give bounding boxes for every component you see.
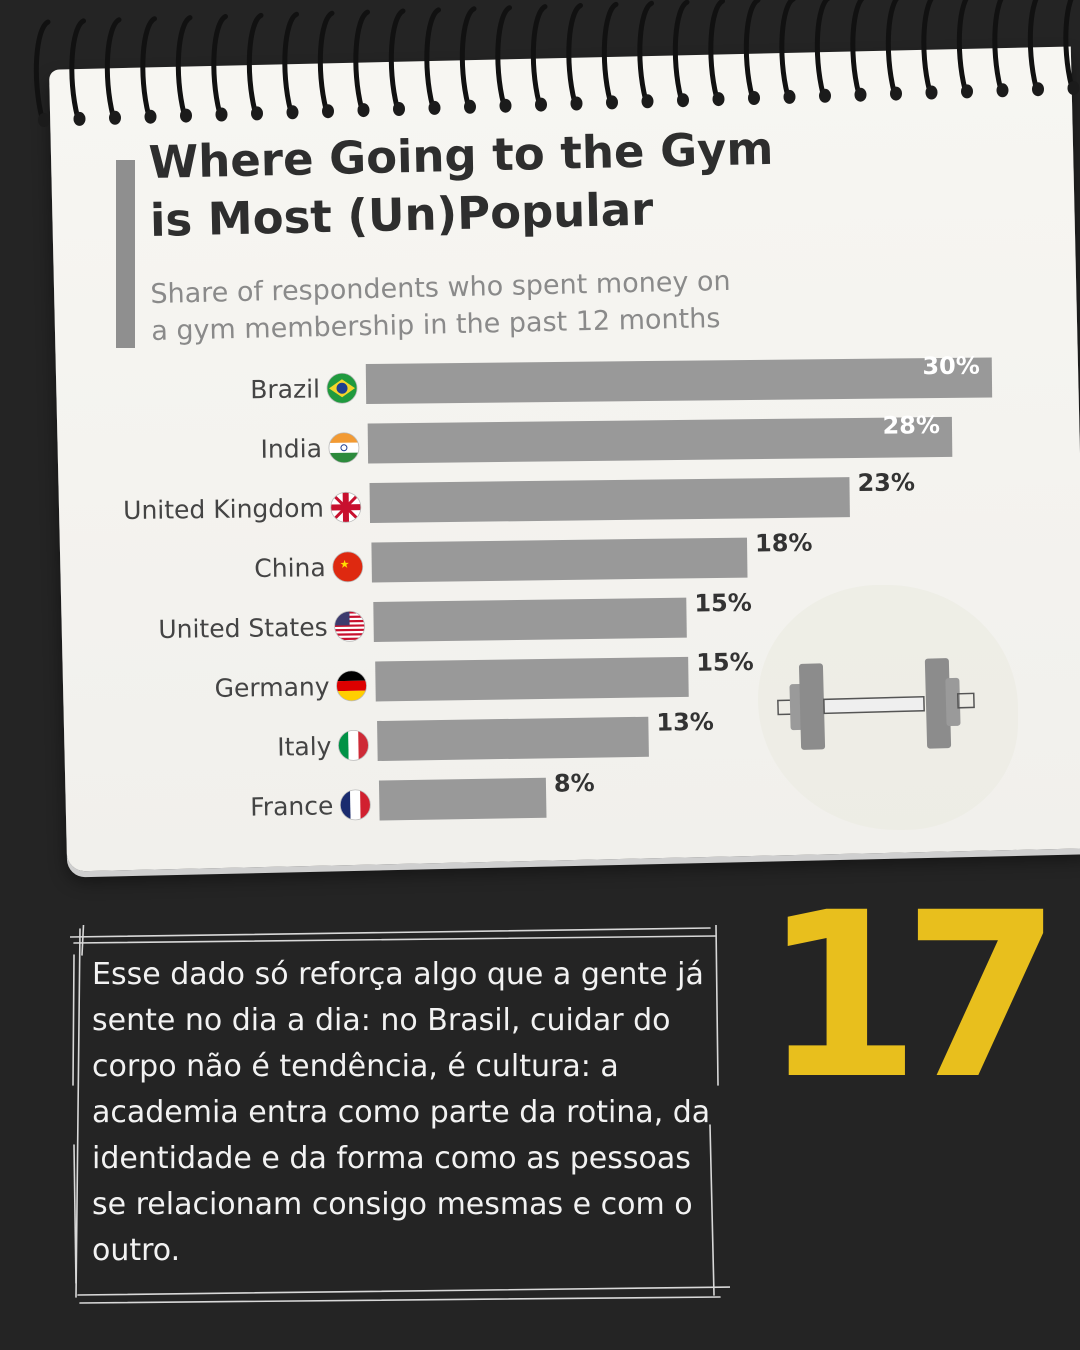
spiral-ring-icon xyxy=(992,0,1009,98)
spiral-ring-icon xyxy=(69,18,86,126)
italy-flag-icon xyxy=(338,729,369,761)
data-label: 30% xyxy=(922,352,980,381)
chart-row: China ★ 18% xyxy=(254,529,813,583)
chart-row: United States 15% xyxy=(158,589,752,644)
spiral-ring-icon xyxy=(459,6,477,114)
sketch-frame xyxy=(70,925,730,1304)
bar xyxy=(375,656,689,702)
spiral-ring-icon xyxy=(1027,0,1044,97)
chart-row: Italy 13% xyxy=(277,708,714,762)
spiral-ring-icon xyxy=(175,15,193,123)
chart-row: France 8% xyxy=(250,769,595,822)
spiral-ring-icon xyxy=(956,0,973,99)
spiral-ring-icon xyxy=(885,0,902,101)
spiral-ring-icon xyxy=(921,0,938,100)
data-label: 8% xyxy=(554,769,595,798)
brazil-flag-icon xyxy=(326,372,358,404)
category-label: Germany xyxy=(214,672,330,703)
bar-chart: Brazil 30% India 28% United Kingdom 23% China ★… xyxy=(123,352,993,822)
dumbbell-icon xyxy=(777,658,975,750)
spiral-ring-icon xyxy=(814,0,831,103)
spiral-ring-icon xyxy=(211,14,228,122)
spiral-ring-icon xyxy=(708,0,725,107)
category-label: United Kingdom xyxy=(123,494,324,525)
page-number: 17 xyxy=(762,863,1061,1129)
bar xyxy=(377,716,649,761)
germany-flag-icon xyxy=(336,670,367,702)
category-label: Brazil xyxy=(250,374,320,404)
spiral-ring-icon xyxy=(282,11,299,120)
chart-row: Germany 15% xyxy=(214,648,754,703)
spiral-ring-icon xyxy=(495,5,512,113)
spiral-ring-icon xyxy=(637,0,654,109)
category-label: Italy xyxy=(277,732,332,762)
usa-flag-icon xyxy=(334,610,366,642)
spiral-ring-icon xyxy=(317,10,335,119)
spiral-ring-icon xyxy=(672,0,690,108)
data-label: 28% xyxy=(882,411,940,440)
bar xyxy=(365,357,993,404)
bar xyxy=(371,537,748,583)
spiral-ring-icon xyxy=(530,4,548,112)
title-accent-bar xyxy=(116,160,135,348)
chart-row: United Kingdom 23% xyxy=(123,468,915,525)
category-label: India xyxy=(260,434,322,464)
spiral-ring-icon xyxy=(140,16,157,124)
category-label: United States xyxy=(158,613,328,644)
chart-row: India 28% xyxy=(260,411,953,464)
data-label: 18% xyxy=(755,529,813,558)
spiral-binding-icon xyxy=(33,0,1080,127)
data-label: 15% xyxy=(694,589,752,618)
spiral-ring-icon xyxy=(779,0,796,104)
data-label: 13% xyxy=(656,708,714,737)
svg-text:★: ★ xyxy=(340,558,350,571)
category-label: China xyxy=(254,553,326,583)
spiral-ring-icon xyxy=(566,3,583,111)
china-flag-icon: ★ xyxy=(332,551,364,583)
chart-row: Brazil 30% xyxy=(250,352,993,404)
spiral-ring-icon xyxy=(246,12,264,121)
commentary-text: Esse dado só reforça algo que a gente já… xyxy=(92,957,711,1268)
category-label: France xyxy=(250,791,334,821)
bar xyxy=(378,777,547,821)
spiral-ring-icon xyxy=(743,0,761,105)
bar xyxy=(369,477,850,523)
spiral-ring-icon xyxy=(104,17,122,125)
spiral-ring-icon xyxy=(1063,0,1080,96)
spiral-ring-icon xyxy=(33,19,51,127)
data-label: 23% xyxy=(857,468,915,497)
bar xyxy=(373,597,687,642)
india-flag-icon xyxy=(328,432,360,464)
bar xyxy=(367,416,953,464)
spiral-ring-icon xyxy=(353,9,370,118)
france-flag-icon xyxy=(339,789,371,821)
data-label: 15% xyxy=(696,648,754,677)
spiral-ring-icon xyxy=(601,1,619,110)
uk-flag-icon xyxy=(330,491,362,523)
spiral-ring-icon xyxy=(424,7,441,115)
spiral-ring-icon xyxy=(850,0,867,102)
commentary-box xyxy=(70,925,730,1304)
spiral-ring-icon xyxy=(388,8,406,116)
